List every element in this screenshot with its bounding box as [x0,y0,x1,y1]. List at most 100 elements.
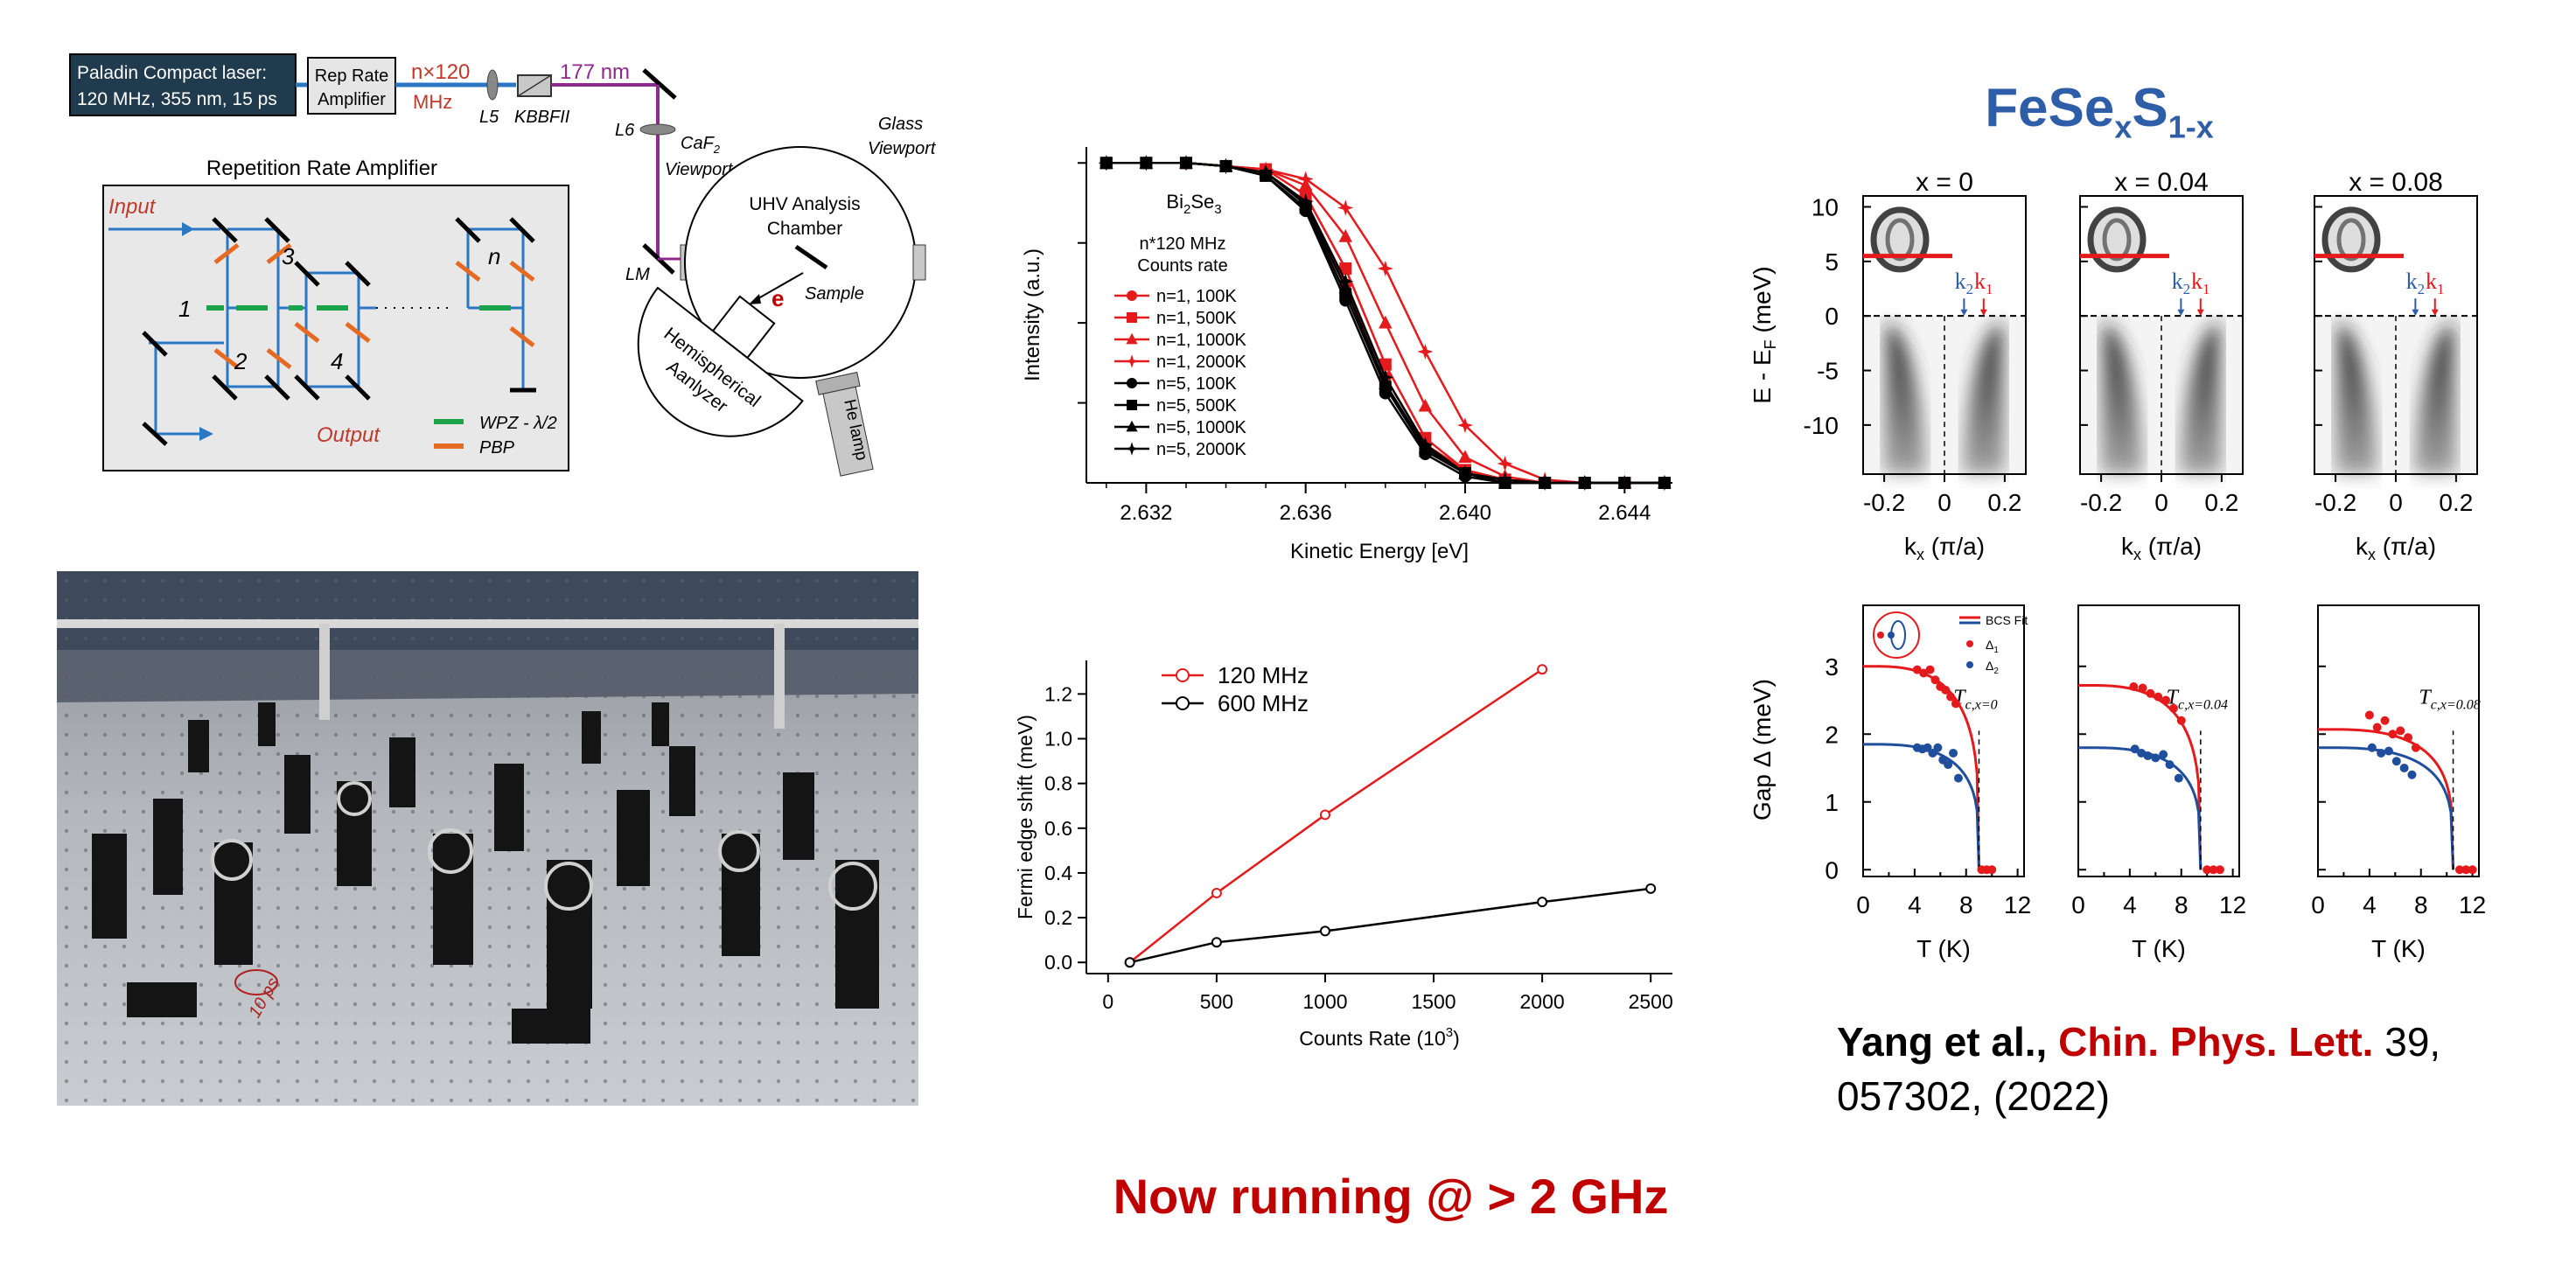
x-axis-label: kx (π/a) [1904,533,1985,563]
data-point [1337,199,1354,216]
x-tick-label: 0.2 [2439,489,2473,516]
data-point [1297,193,1314,210]
x-tick-label: -0.2 [2314,489,2356,516]
legend-marker [1176,696,1190,710]
data-point [1458,450,1472,464]
data-point [1497,471,1513,488]
y-tick-label: 2 [1825,721,1839,748]
pass-label-3: 3 [282,243,295,269]
x-tick-label: 0 [2311,891,2325,918]
delta2-point [1953,773,1963,783]
data-point [1124,957,1135,968]
x-tick-label: 0 [1937,489,1951,516]
y-tick-label: 0.4 [1044,862,1072,884]
legend-marker [1126,420,1138,432]
x-tick-label: 1000 [1302,990,1347,1013]
fs-point-blue [1888,632,1895,639]
lens-l6 [639,123,676,136]
citation-volume: 39, [2384,1019,2441,1065]
rra-box [102,185,569,471]
x-tick-label: 500 [1200,990,1233,1013]
fermi-surface-inner [1885,218,1915,262]
panel-frame [1862,604,2025,877]
y-tick-label: 0.0 [1044,951,1072,974]
caf2-label-line2: Viewport [665,160,734,179]
y-tick-label: 3 [1825,653,1839,681]
l5-label: L5 [479,108,499,127]
legend-label: 120 MHz [1218,662,1309,688]
zero-gap-point [2454,865,2464,875]
delta2-point [1944,760,1953,770]
y-tick-label: 0.6 [1044,817,1072,840]
panel-frame [2077,604,2240,877]
delta2-point [2399,764,2409,772]
bcs-fit-delta1 [2318,728,2455,870]
legend-pbp: PBP [479,438,515,457]
x-tick-label: 4 [2363,891,2377,918]
data-point [1417,436,1434,453]
zero-gap-point [1987,865,1997,875]
y-tick-label: 0 [1825,856,1839,883]
legend-marker [1127,290,1137,301]
citation-rest: 057302, (2022) [1837,1073,2111,1119]
data-point [1576,474,1593,492]
k1-label: k1 [2426,269,2445,297]
y-axis-label: Intensity (a.u.) [1021,248,1044,381]
y-tick-label: 0.2 [1044,906,1072,929]
y-tick-label: 1.2 [1044,682,1072,705]
amp-box-line1: Rep Rate [315,66,389,86]
data-point [1338,229,1352,242]
citation: Yang et al., Chin. Phys. Lett. 39, 05730… [1837,1015,2554,1123]
data-point [1218,157,1234,175]
delta1-point [2138,683,2147,693]
laser-box [69,53,297,116]
data-point [1417,343,1434,360]
delta1-point [2129,682,2139,691]
panel-title: x = 0.08 [2349,168,2443,197]
x-tick-label: 0.2 [1987,489,2021,516]
x-tick-label: 8 [2175,891,2189,918]
x-tick-label: 8 [2414,891,2428,918]
laser-setup-schematic: Paladin Compact laser: 120 MHz, 355 nm, … [69,53,937,477]
y-tick-label: 0.8 [1044,772,1072,795]
x-axis-label: T (K) [2132,935,2186,962]
data-point [1319,925,1330,937]
delta2-point [1949,748,1958,758]
band-right [2413,321,2456,474]
x-tick-label: -0.2 [2080,489,2122,516]
x-tick-label: 2000 [1520,990,1565,1013]
series-line [1128,668,1543,964]
legend-delta2-marker [1966,661,1973,668]
data-point [1211,937,1222,948]
y-tick-label: 0 [1825,303,1839,330]
x-tick-label: 0 [1856,891,1870,918]
x-axis-label: kx (π/a) [2121,533,2202,563]
delta1-point [1941,685,1951,695]
y-tick-label: 1.0 [1044,728,1072,751]
zero-gap-point [2468,865,2477,875]
fs-point-red [1877,632,1884,639]
lm-label: LM [625,265,650,284]
k1-arrowhead [1979,309,1987,317]
x-axis-label: T (K) [2371,935,2426,962]
legend-label: n=1, 1000K [1156,331,1247,350]
band-right [1962,321,2005,474]
delta2-point [2377,748,2386,758]
pass-label-2: 2 [234,348,248,374]
data-point [1418,398,1433,412]
k2-label: k2 [2172,269,2191,297]
data-point [1456,464,1474,482]
delta2-point [2159,750,2168,759]
delta2-point [1933,743,1943,752]
l6-label: L6 [615,121,635,140]
x-tick-label: 0 [2071,891,2085,918]
laser-label-line1: Paladin Compact laser: [77,63,267,83]
data-point [1497,455,1513,472]
delta1-point [2404,733,2413,743]
x-tick-label: 0 [1102,990,1113,1013]
legend-title-line2: Counts rate [1137,256,1227,276]
glass-label-line2: Viewport [868,139,937,158]
delta2-point [2151,753,2161,763]
mult-unit: MHz [413,91,452,113]
fermi-surface-inner [2336,218,2366,262]
